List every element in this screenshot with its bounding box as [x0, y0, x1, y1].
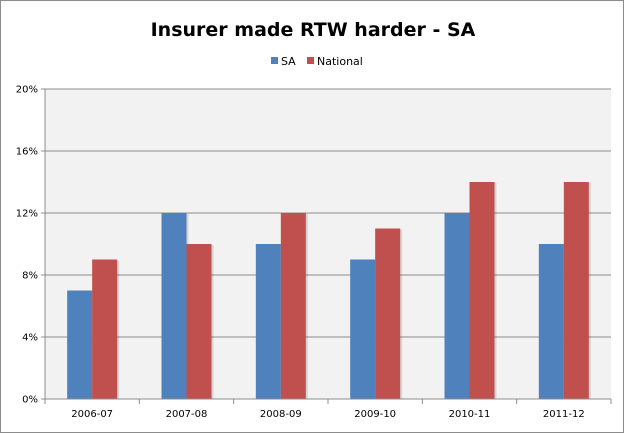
- bar-national-2009-10: [375, 228, 401, 399]
- x-tick-label: 2010-11: [449, 409, 491, 420]
- x-tick-label: 2007-08: [166, 409, 208, 420]
- bar-sa-2009-10: [350, 259, 376, 399]
- bar-sa-2011-12: [538, 244, 564, 399]
- chart-title: Insurer made RTW harder - SA: [151, 19, 476, 41]
- y-tick-label: 0%: [22, 395, 38, 406]
- x-tick-label: 2006-07: [71, 409, 113, 420]
- bar-sa-2006-07: [67, 290, 93, 399]
- bar-national-2007-08: [186, 244, 212, 399]
- x-tick-label: 2008-09: [260, 409, 302, 420]
- x-tick-label: 2009-10: [354, 409, 396, 420]
- x-tick-label: 2011-12: [543, 409, 585, 420]
- y-tick-label: 8%: [22, 271, 38, 282]
- bar-sa-2007-08: [161, 213, 187, 399]
- legend-label-national: National: [317, 55, 363, 68]
- bar-national-2011-12: [563, 182, 589, 399]
- bar-sa-2010-11: [444, 213, 470, 399]
- y-tick-label: 20%: [16, 85, 38, 96]
- y-tick-label: 12%: [16, 209, 38, 220]
- legend-swatch-sa: [271, 57, 278, 64]
- y-tick-label: 16%: [16, 147, 38, 158]
- legend-swatch-national: [307, 57, 314, 64]
- bar-sa-2008-09: [255, 244, 281, 399]
- plot-background: [45, 89, 611, 399]
- plot-area: 0% 4% 8% 12% 16% 20% 2006-07 2007-08 2008-09 2009…: [16, 85, 612, 420]
- bar-national-2010-11: [469, 182, 495, 399]
- bar-national-2008-09: [280, 213, 306, 399]
- y-tick-label: 4%: [22, 333, 38, 344]
- legend: SA National: [271, 55, 363, 68]
- legend-label-sa: SA: [281, 55, 296, 68]
- bar-national-2006-07: [92, 259, 118, 399]
